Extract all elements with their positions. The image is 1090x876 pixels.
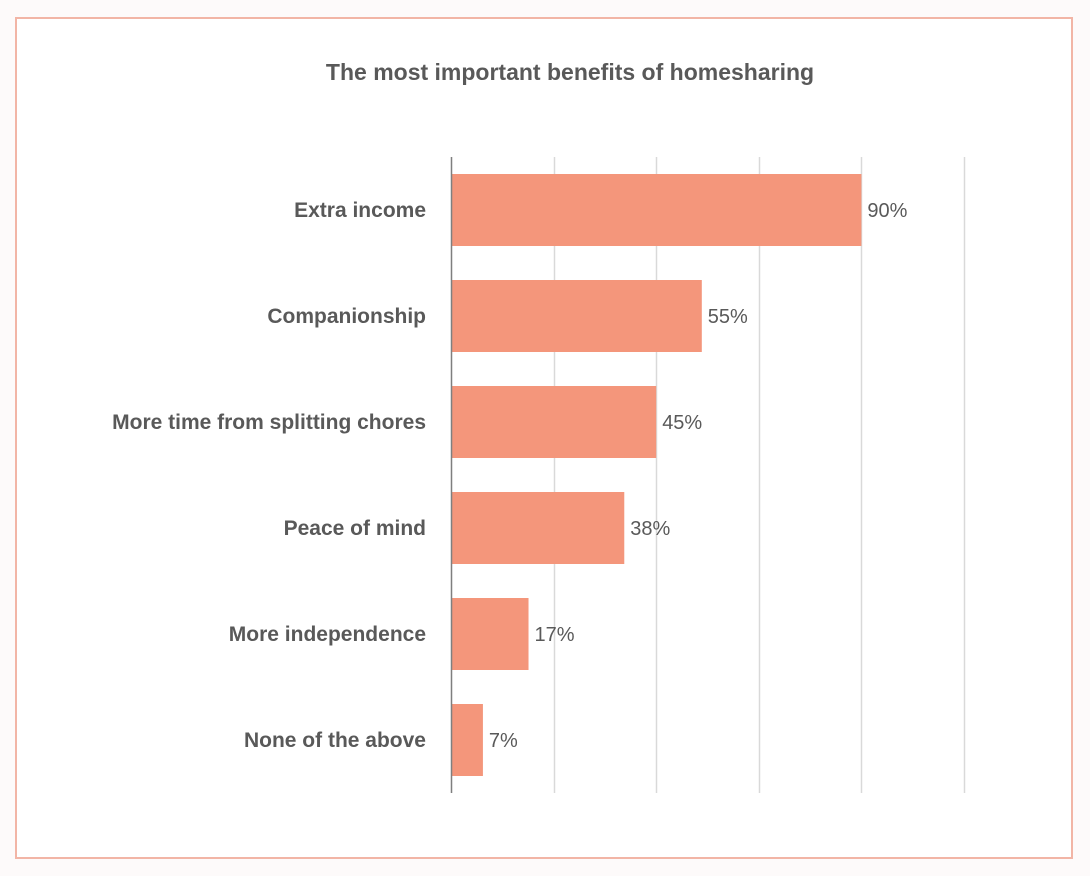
data-label: 7% bbox=[489, 730, 518, 752]
category-label: Extra income bbox=[294, 199, 426, 222]
gridlines bbox=[553, 157, 966, 793]
category-label: More independence bbox=[229, 623, 426, 646]
data-label: 55% bbox=[708, 306, 748, 328]
category-label: More time from splitting chores bbox=[112, 411, 426, 434]
bar bbox=[451, 704, 483, 776]
chart-title: The most important benefits of homeshari… bbox=[326, 59, 814, 85]
category-label: None of the above bbox=[244, 729, 426, 752]
bar bbox=[451, 492, 625, 564]
data-label: 17% bbox=[535, 624, 575, 646]
data-label: 90% bbox=[867, 200, 907, 222]
data-labels: 90% 55% 45% 38% 17% 7% bbox=[489, 200, 908, 752]
bar bbox=[451, 174, 862, 246]
category-label: Peace of mind bbox=[284, 517, 426, 540]
category-labels: Extra income Companionship More time from … bbox=[112, 199, 426, 752]
bar bbox=[451, 386, 657, 458]
data-label: 45% bbox=[662, 412, 702, 434]
category-label: Companionship bbox=[267, 305, 426, 328]
data-label: 38% bbox=[630, 518, 670, 540]
bar bbox=[451, 280, 702, 352]
bar bbox=[451, 598, 529, 670]
bars bbox=[451, 174, 862, 776]
